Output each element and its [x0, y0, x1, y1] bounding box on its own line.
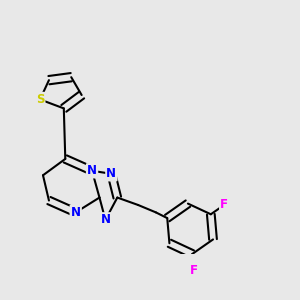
Text: S: S: [36, 93, 44, 106]
Text: F: F: [220, 198, 228, 212]
Text: F: F: [190, 264, 198, 277]
Text: N: N: [100, 213, 110, 226]
Text: N: N: [106, 167, 116, 180]
Text: N: N: [71, 206, 81, 219]
Text: N: N: [87, 164, 97, 177]
